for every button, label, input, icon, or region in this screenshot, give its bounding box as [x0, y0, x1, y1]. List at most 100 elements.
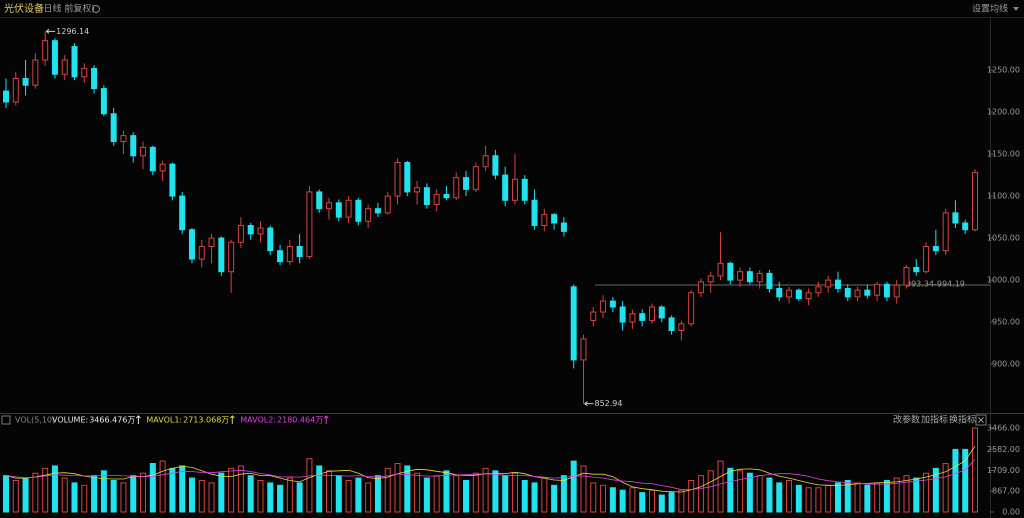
dropdown-icon[interactable]: [1013, 7, 1019, 11]
volume-bar: [286, 477, 293, 513]
volume-bar: [453, 475, 460, 513]
candle-body: [717, 262, 724, 277]
candle-body: [560, 222, 567, 232]
candle-body: [903, 267, 910, 286]
y-tick-label: 1100.00: [987, 192, 1020, 201]
candle-body: [844, 288, 851, 298]
candle-body: [374, 208, 381, 214]
candle-body: [91, 67, 98, 90]
candle-body: [42, 40, 49, 61]
candle-body: [952, 212, 959, 224]
candle-body: [120, 135, 127, 142]
panel-button[interactable]: 换指标: [949, 414, 976, 426]
candle-body: [972, 172, 978, 231]
candle-body: [864, 289, 871, 296]
volume-bar: [326, 470, 332, 513]
volume-bar: [159, 460, 166, 513]
candle-body: [296, 246, 303, 258]
candle-body: [590, 311, 597, 321]
panel-button[interactable]: 改参数: [893, 414, 920, 426]
volume-bar: [649, 489, 655, 513]
candle-body: [169, 163, 176, 197]
volume-bar: [208, 482, 215, 513]
candle-body: [286, 246, 293, 263]
volume-bar: [316, 465, 323, 513]
candle-body: [786, 289, 793, 298]
volume-bar: [61, 477, 68, 513]
volume-bar: [697, 475, 704, 513]
volume-bar: [355, 477, 362, 513]
volume-bar: [932, 467, 939, 513]
gear-icon[interactable]: [92, 5, 100, 13]
candle-body: [71, 46, 78, 78]
volume-bar: [247, 475, 254, 513]
candle-body: [453, 177, 460, 199]
y-tick-label: 1250.00: [987, 66, 1020, 75]
volume-bar: [91, 475, 98, 513]
volume-bar: [776, 482, 783, 513]
y-tick-label: 1709.00: [987, 466, 1020, 475]
settings-button[interactable]: 设置均线: [972, 3, 1008, 15]
y-tick-label: 1050.00: [987, 234, 1020, 243]
close-icon[interactable]: [978, 417, 984, 423]
candle-body: [149, 146, 156, 172]
volume-bar: [658, 494, 665, 513]
candle-body: [228, 241, 235, 273]
volume-bar: [306, 458, 313, 513]
volume-bar: [228, 467, 235, 513]
candle-body: [394, 161, 401, 197]
candle-body: [433, 193, 440, 205]
candle-body: [658, 306, 665, 319]
volume-bar: [521, 479, 528, 513]
candle-body: [12, 77, 19, 103]
volume-bar: [22, 477, 29, 513]
candle-body: [834, 279, 841, 290]
ma-line: [5, 458, 976, 491]
volume-bar: [120, 482, 127, 513]
candle-body: [697, 281, 704, 294]
volume-bar: [893, 477, 900, 513]
chart-subtitle: (日线 前复权): [40, 3, 95, 15]
candle-body: [355, 199, 362, 222]
candle-body: [51, 40, 58, 75]
candle-body: [580, 338, 587, 361]
candle-body: [746, 271, 753, 283]
volume-bar: [786, 479, 793, 513]
volume-bar: [834, 482, 841, 513]
candle-body: [198, 246, 205, 260]
volume-bar: [805, 487, 812, 513]
candle-body: [345, 199, 352, 218]
y-tick-label: 1000.00: [987, 276, 1020, 285]
volume-bar: [639, 492, 646, 513]
candle-body: [32, 59, 39, 86]
y-tick-label: 950.00: [992, 318, 1020, 327]
candle-body: [609, 300, 616, 308]
candle-body: [482, 155, 489, 168]
chart-title: 光伏设备: [4, 2, 44, 15]
candle-body: [414, 187, 421, 193]
candle-body: [649, 306, 655, 321]
panel-icon[interactable]: [1, 415, 11, 425]
volume-bar: [198, 479, 205, 513]
volume-bar: [707, 470, 714, 513]
volume-bar: [560, 475, 567, 513]
volume-bar: [825, 484, 832, 513]
volume-bar: [394, 463, 401, 513]
volume-bar: [140, 472, 147, 513]
panel-button[interactable]: 加指标: [921, 414, 948, 426]
y-tick-label: 2582.00: [987, 445, 1020, 454]
candle-body: [218, 237, 225, 273]
candle-body: [688, 292, 695, 325]
volume-title: VOL(5,10): [15, 416, 55, 425]
legend-value: 3466.476: [89, 416, 127, 425]
volume-bar: [590, 482, 597, 513]
close-button[interactable]: [975, 414, 987, 426]
candle-body: [962, 222, 969, 231]
candle-body: [883, 283, 890, 298]
candle-body: [825, 279, 832, 288]
legend-unit: 万: [221, 416, 229, 425]
volume-bar: [717, 460, 724, 513]
volume-bar: [541, 477, 548, 513]
